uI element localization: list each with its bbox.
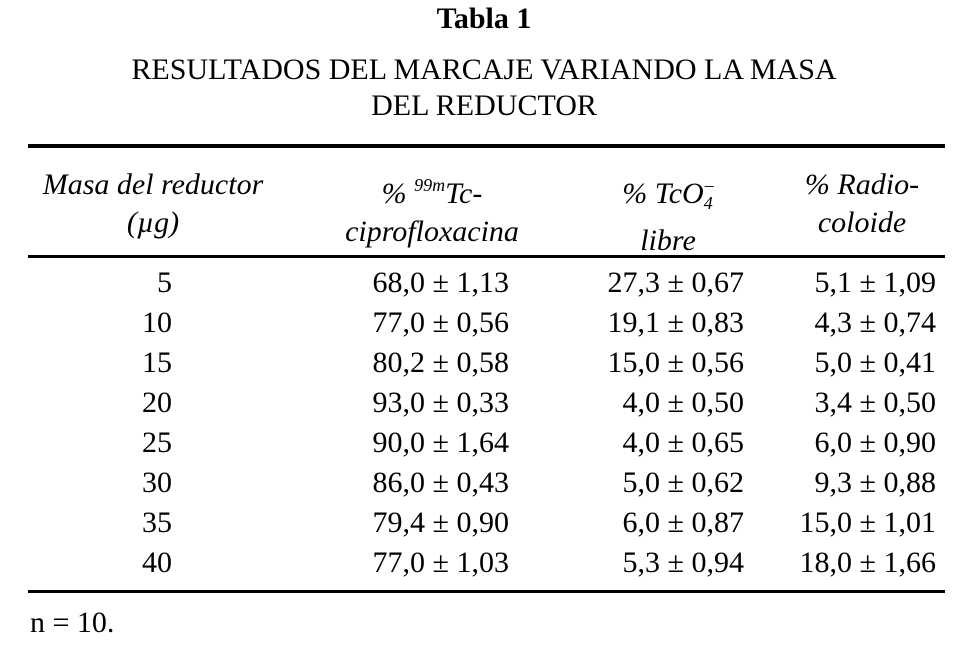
header-ciprofloxacina: % 99mTc- ciprofloxacina bbox=[318, 166, 546, 251]
bottom-rule bbox=[28, 590, 945, 593]
cell-tco4: 6,0 ± 0,87 bbox=[622, 506, 744, 539]
footnote: n = 10. bbox=[30, 606, 115, 639]
cell-coloide: 18,0 ± 1,66 bbox=[799, 546, 936, 579]
cell-coloide: 5,0 ± 0,41 bbox=[814, 346, 936, 379]
header-cipro-prefix: % bbox=[381, 177, 415, 210]
table-row: 25 90,0 ± 1,64 4,0 ± 0,65 6,0 ± 0,90 bbox=[0, 426, 968, 466]
cell-masa: 20 bbox=[142, 386, 172, 419]
table-row: 15 80,2 ± 0,58 15,0 ± 0,56 5,0 ± 0,41 bbox=[0, 346, 968, 386]
header-cipro-text: Tc- bbox=[445, 177, 483, 210]
header-masa-line2: (µg) bbox=[126, 206, 180, 239]
cell-coloide: 3,4 ± 0,50 bbox=[814, 386, 936, 419]
cell-coloide: 6,0 ± 0,90 bbox=[814, 426, 936, 459]
header-masa-line1: Masa del reductor bbox=[42, 168, 264, 201]
cell-cipro: 90,0 ± 1,64 bbox=[372, 426, 509, 459]
cell-cipro: 80,2 ± 0,58 bbox=[372, 346, 509, 379]
cell-coloide: 5,1 ± 1,09 bbox=[814, 266, 936, 299]
header-radiocoloide: % Radio- coloide bbox=[782, 166, 942, 242]
header-tco4-line1: % TcO4– bbox=[588, 166, 748, 222]
cell-tco4: 4,0 ± 0,50 bbox=[622, 386, 744, 419]
cell-masa: 25 bbox=[142, 426, 172, 459]
table-row: 10 77,0 ± 0,56 19,1 ± 0,83 4,3 ± 0,74 bbox=[0, 306, 968, 346]
cell-masa: 35 bbox=[142, 506, 172, 539]
header-tco4-text: % TcO bbox=[622, 177, 704, 210]
cell-tco4: 27,3 ± 0,67 bbox=[607, 266, 744, 299]
table-title: Tabla 1 bbox=[436, 2, 532, 35]
top-rule bbox=[28, 144, 945, 148]
header-cipro-line2: ciprofloxacina bbox=[345, 215, 519, 248]
cell-cipro: 68,0 ± 1,13 bbox=[372, 266, 509, 299]
cell-cipro: 93,0 ± 0,33 bbox=[372, 386, 509, 419]
cell-tco4: 4,0 ± 0,65 bbox=[622, 426, 744, 459]
header-coloide-line1: % Radio- bbox=[804, 168, 920, 201]
header-rule bbox=[28, 255, 945, 258]
header-tco4-sup: – bbox=[704, 175, 714, 195]
cell-cipro: 77,0 ± 0,56 bbox=[372, 306, 509, 339]
header-coloide-line2: coloide bbox=[817, 206, 907, 239]
cell-masa: 15 bbox=[142, 346, 172, 379]
cell-masa: 30 bbox=[142, 466, 172, 499]
subtitle-line-1: RESULTADOS DEL MARCAJE VARIANDO LA MASA bbox=[131, 53, 837, 86]
cell-masa: 5 bbox=[157, 266, 172, 299]
header-cipro-line1: % 99mTc- bbox=[318, 166, 546, 213]
table-row: 30 86,0 ± 0,43 5,0 ± 0,62 9,3 ± 0,88 bbox=[0, 466, 968, 506]
cell-tco4: 19,1 ± 0,83 bbox=[607, 306, 744, 339]
header-tco4: % TcO4– libre bbox=[588, 166, 748, 260]
cell-coloide: 15,0 ± 1,01 bbox=[799, 506, 936, 539]
cell-tco4: 5,0 ± 0,62 bbox=[622, 466, 744, 499]
cell-cipro: 77,0 ± 1,03 bbox=[372, 546, 509, 579]
table-row: 40 77,0 ± 1,03 5,3 ± 0,94 18,0 ± 1,66 bbox=[0, 546, 968, 586]
cell-coloide: 9,3 ± 0,88 bbox=[814, 466, 936, 499]
table-row: 5 68,0 ± 1,13 27,3 ± 0,67 5,1 ± 1,09 bbox=[0, 266, 968, 306]
cell-cipro: 79,4 ± 0,90 bbox=[372, 506, 509, 539]
header-tco4-line2: libre bbox=[640, 224, 696, 257]
cell-tco4: 5,3 ± 0,94 bbox=[622, 546, 744, 579]
cell-masa: 10 bbox=[142, 306, 172, 339]
table-subtitle: RESULTADOS DEL MARCAJE VARIANDO LA MASA … bbox=[0, 52, 968, 124]
cell-masa: 40 bbox=[142, 546, 172, 579]
table-row: 20 93,0 ± 0,33 4,0 ± 0,50 3,4 ± 0,50 bbox=[0, 386, 968, 426]
table-row: 35 79,4 ± 0,90 6,0 ± 0,87 15,0 ± 1,01 bbox=[0, 506, 968, 546]
cell-tco4: 15,0 ± 0,56 bbox=[607, 346, 744, 379]
header-masa: Masa del reductor (µg) bbox=[22, 166, 284, 242]
subtitle-line-2: DEL REDUCTOR bbox=[371, 89, 597, 122]
header-cipro-sup: 99m bbox=[414, 175, 446, 195]
cell-coloide: 4,3 ± 0,74 bbox=[814, 306, 936, 339]
cell-cipro: 86,0 ± 0,43 bbox=[372, 466, 509, 499]
header-tco4-sub: 4 bbox=[703, 193, 713, 213]
